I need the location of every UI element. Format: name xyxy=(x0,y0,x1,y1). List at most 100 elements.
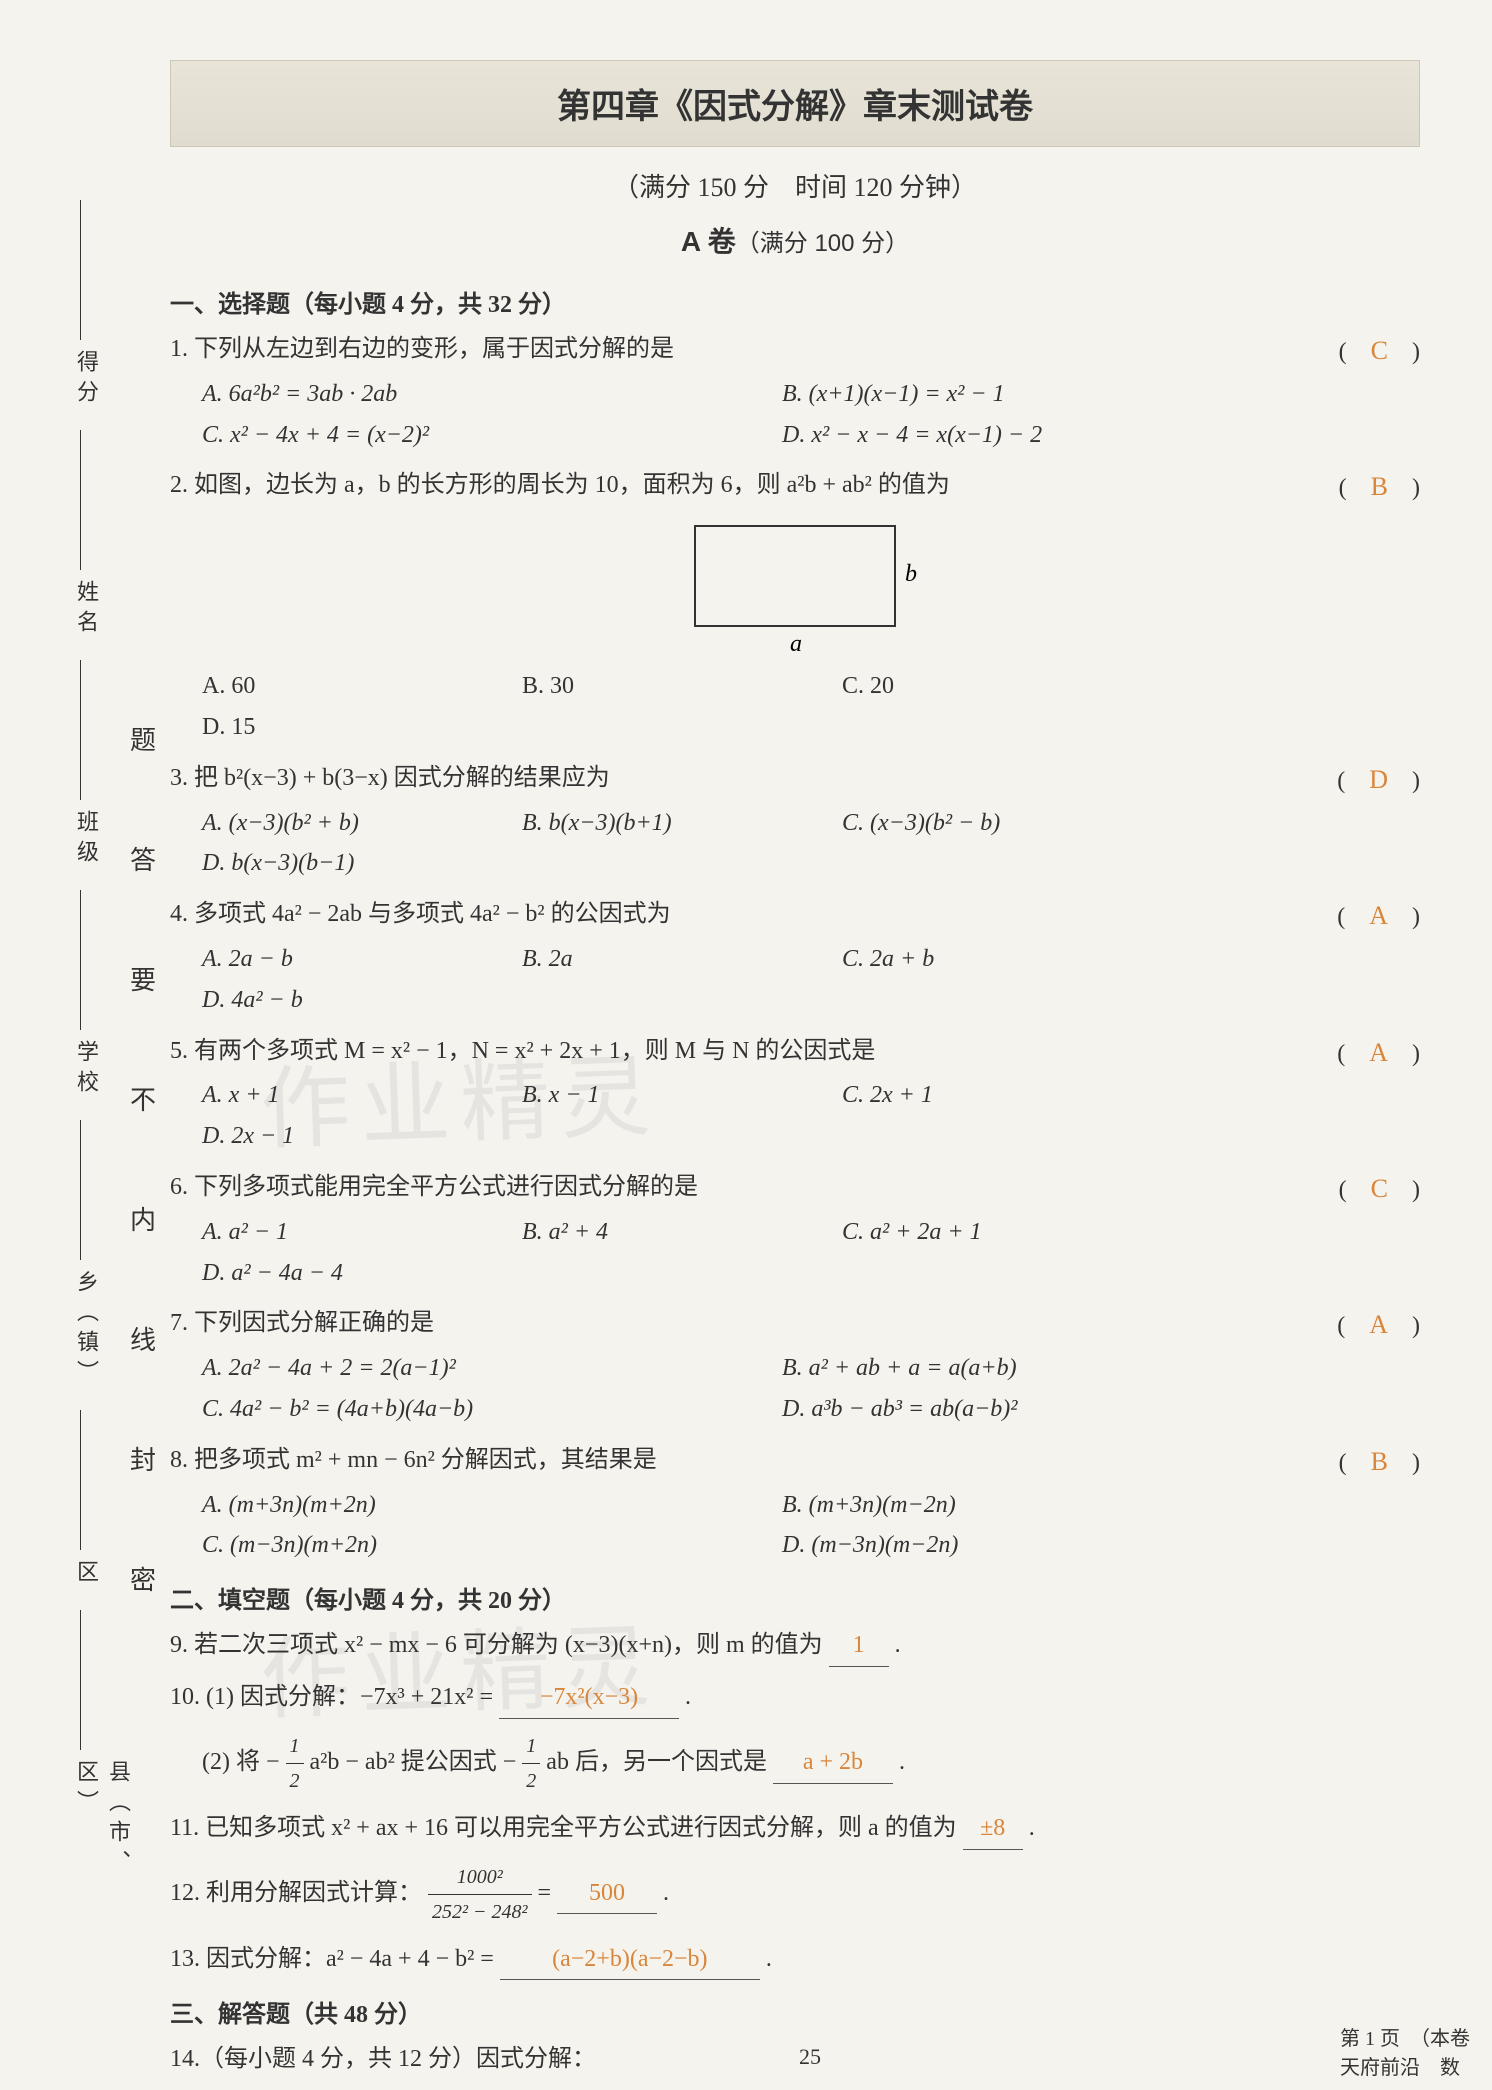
seal-da: 答 xyxy=(130,840,156,877)
q4-opt-c: C. 2a + b xyxy=(842,939,1142,980)
q11-answer: ±8 xyxy=(963,1808,1023,1850)
question-8: 8. 把多项式 m² + mn − 6n² 分解因式，其结果是 ( B ) A.… xyxy=(170,1440,1420,1566)
q1-answer: C xyxy=(1371,336,1388,365)
q7-opt-a: A. 2a² − 4a + 2 = 2(a−1)² xyxy=(202,1348,762,1389)
q13-post: . xyxy=(766,1946,772,1972)
footer-right-2: 天府前沿 数 xyxy=(1340,2051,1470,2080)
q5-answer: A xyxy=(1369,1038,1388,1067)
page-number: 25 xyxy=(170,2044,1450,2070)
q4-answer: A xyxy=(1369,901,1388,930)
q6-paren: ( C ) xyxy=(1339,1167,1420,1211)
question-10b: (2) 将 − 12 a²b − ab² 提公因式 − 12 ab 后，另一个因… xyxy=(202,1729,1420,1798)
q1-opt-d: D. x² − x − 4 = x(x−1) − 2 xyxy=(782,415,1342,456)
q8-stem: 8. 把多项式 m² + mn − 6n² 分解因式，其结果是 xyxy=(170,1440,1420,1481)
q1-stem: 1. 下列从左边到右边的变形，属于因式分解的是 xyxy=(170,329,1420,370)
q10a-answer: −7x²(x−3) xyxy=(499,1677,679,1719)
seal-xian: 线 xyxy=(130,1320,156,1357)
subtitle: （满分 150 分 时间 120 分钟） xyxy=(170,167,1420,204)
seal-mi: 密 xyxy=(130,1560,156,1597)
question-4: 4. 多项式 4a² − 2ab 与多项式 4a² − b² 的公因式为 ( A… xyxy=(170,894,1420,1020)
q8-opt-d: D. (m−3n)(m−2n) xyxy=(782,1525,1342,1566)
section-a: A 卷（满分 100 分） xyxy=(170,220,1420,260)
question-10a: 10. (1) 因式分解：−7x³ + 21x² = −7x²(x−3) . xyxy=(170,1677,1420,1719)
q5-stem: 5. 有两个多项式 M = x² − 1，N = x² + 2x + 1，则 M… xyxy=(170,1031,1420,1072)
fig-a-label: a xyxy=(790,631,802,656)
question-1: 1. 下列从左边到右边的变形，属于因式分解的是 ( C ) A. 6a²b² =… xyxy=(170,329,1420,455)
q9-post: . xyxy=(895,1632,901,1658)
q8-opt-b: B. (m+3n)(m−2n) xyxy=(782,1485,1342,1526)
q10a-pre: 10. (1) 因式分解：−7x³ + 21x² = xyxy=(170,1684,493,1710)
q7-opt-b: B. a² + ab + a = a(a+b) xyxy=(782,1348,1342,1389)
q2-figure: b a xyxy=(170,516,1420,656)
q7-opt-d: D. a³b − ab³ = ab(a−b)² xyxy=(782,1389,1342,1430)
question-11: 11. 已知多项式 x² + ax + 16 可以用完全平方公式进行因式分解，则… xyxy=(170,1808,1420,1850)
margin-score: 得分 xyxy=(70,350,102,410)
q2-opt-c: C. 20 xyxy=(842,666,1142,707)
q3-paren: ( D ) xyxy=(1337,758,1420,802)
q5-opt-d: D. 2x − 1 xyxy=(202,1116,502,1157)
margin-school: 学校 xyxy=(70,1040,102,1100)
q11-pre: 11. 已知多项式 x² + ax + 16 可以用完全平方公式进行因式分解，则… xyxy=(170,1815,957,1841)
seal-bu: 不 xyxy=(130,1080,156,1117)
q2-paren: ( B ) xyxy=(1339,465,1420,509)
footer-right-1: 第 1 页 （本卷 xyxy=(1340,2022,1470,2051)
question-13: 13. 因式分解：a² − 4a + 4 − b² = (a−2+b)(a−2−… xyxy=(170,1939,1420,1981)
q5-opt-a: A. x + 1 xyxy=(202,1075,502,1116)
q5-opt-b: B. x − 1 xyxy=(522,1075,822,1116)
q6-opt-c: C. a² + 2a + 1 xyxy=(842,1212,1142,1253)
q12-post: . xyxy=(663,1880,669,1906)
q5-paren: ( A ) xyxy=(1337,1031,1420,1075)
q1-paren: ( C ) xyxy=(1339,329,1420,373)
q7-stem: 7. 下列因式分解正确的是 xyxy=(170,1303,1420,1344)
margin-name: 姓名 xyxy=(70,580,102,640)
seal-ti: 题 xyxy=(130,720,156,757)
q6-opt-a: A. a² − 1 xyxy=(202,1212,502,1253)
question-5: 5. 有两个多项式 M = x² − 1，N = x² + 2x + 1，则 M… xyxy=(170,1031,1420,1157)
q10b-mid: a²b − ab² 提公因式 − xyxy=(310,1749,517,1775)
q4-paren: ( A ) xyxy=(1337,894,1420,938)
question-7: 7. 下列因式分解正确的是 ( A ) A. 2a² − 4a + 2 = 2(… xyxy=(170,1303,1420,1429)
question-2: 2. 如图，边长为 a，b 的长方形的周长为 10，面积为 6，则 a²b + … xyxy=(170,465,1420,747)
q3-opt-a: A. (x−3)(b² + b) xyxy=(202,803,502,844)
q13-pre: 13. 因式分解：a² − 4a + 4 − b² = xyxy=(170,1946,494,1972)
page-title: 第四章《因式分解》章末测试卷 xyxy=(170,60,1420,147)
q4-opt-a: A. 2a − b xyxy=(202,939,502,980)
fig-b-label: b xyxy=(905,561,917,587)
q2-opt-a: A. 60 xyxy=(202,666,502,707)
q12-num: 1000² xyxy=(428,1860,532,1895)
question-9: 9. 若二次三项式 x² − mx − 6 可分解为 (x−3)(x+n)，则 … xyxy=(170,1625,1420,1667)
q4-opt-b: B. 2a xyxy=(522,939,822,980)
q5-opt-c: C. 2x + 1 xyxy=(842,1075,1142,1116)
q10b-answer: a + 2b xyxy=(773,1742,893,1784)
q8-answer: B xyxy=(1371,1447,1388,1476)
q3-opt-b: B. b(x−3)(b+1) xyxy=(522,803,822,844)
q12-den: 252² − 248² xyxy=(428,1895,532,1929)
q13-answer: (a−2+b)(a−2−b) xyxy=(500,1939,760,1981)
q10b-pre: (2) 将 − xyxy=(202,1749,280,1775)
margin-district: 区 xyxy=(70,1560,102,1590)
margin-county: 县（市、区） xyxy=(70,1760,134,1880)
q6-stem: 6. 下列多项式能用完全平方公式进行因式分解的是 xyxy=(170,1167,1420,1208)
q2-opt-d: D. 15 xyxy=(202,707,502,748)
q2-opt-b: B. 30 xyxy=(522,666,822,707)
q8-opt-c: C. (m−3n)(m+2n) xyxy=(202,1525,762,1566)
q7-answer: A xyxy=(1369,1310,1388,1339)
section2-heading: 二、填空题（每小题 4 分，共 20 分） xyxy=(170,1580,1420,1615)
seal-yao: 要 xyxy=(130,960,156,997)
q11-post: . xyxy=(1029,1815,1035,1841)
q3-opt-c: C. (x−3)(b² − b) xyxy=(842,803,1142,844)
footer-right: 第 1 页 （本卷 天府前沿 数 xyxy=(1340,2022,1470,2080)
question-3: 3. 把 b²(x−3) + b(3−x) 因式分解的结果应为 ( D ) A.… xyxy=(170,758,1420,884)
margin-town: 乡（镇） xyxy=(70,1270,102,1390)
side-margin: 县（市、区） 区 乡（镇） 学校 班级 姓名 得分 密 封 线 内 不 要 答 … xyxy=(20,80,160,1880)
question-6: 6. 下列多项式能用完全平方公式进行因式分解的是 ( C ) A. a² − 1… xyxy=(170,1167,1420,1293)
q12-eq: = xyxy=(538,1880,552,1906)
q9-answer: 1 xyxy=(829,1625,889,1667)
page-content: 第四章《因式分解》章末测试卷 （满分 150 分 时间 120 分钟） A 卷（… xyxy=(170,60,1450,2090)
question-12: 12. 利用分解因式计算： 1000² 252² − 248² = 500 . xyxy=(170,1860,1420,1929)
section1-heading: 一、选择题（每小题 4 分，共 32 分） xyxy=(170,284,1420,319)
q2-stem: 2. 如图，边长为 a，b 的长方形的周长为 10，面积为 6，则 a²b + … xyxy=(170,465,1420,506)
q2-answer: B xyxy=(1371,472,1388,501)
q6-opt-d: D. a² − 4a − 4 xyxy=(202,1253,502,1294)
q10b-mid2: ab 后，另一个因式是 xyxy=(546,1749,767,1775)
